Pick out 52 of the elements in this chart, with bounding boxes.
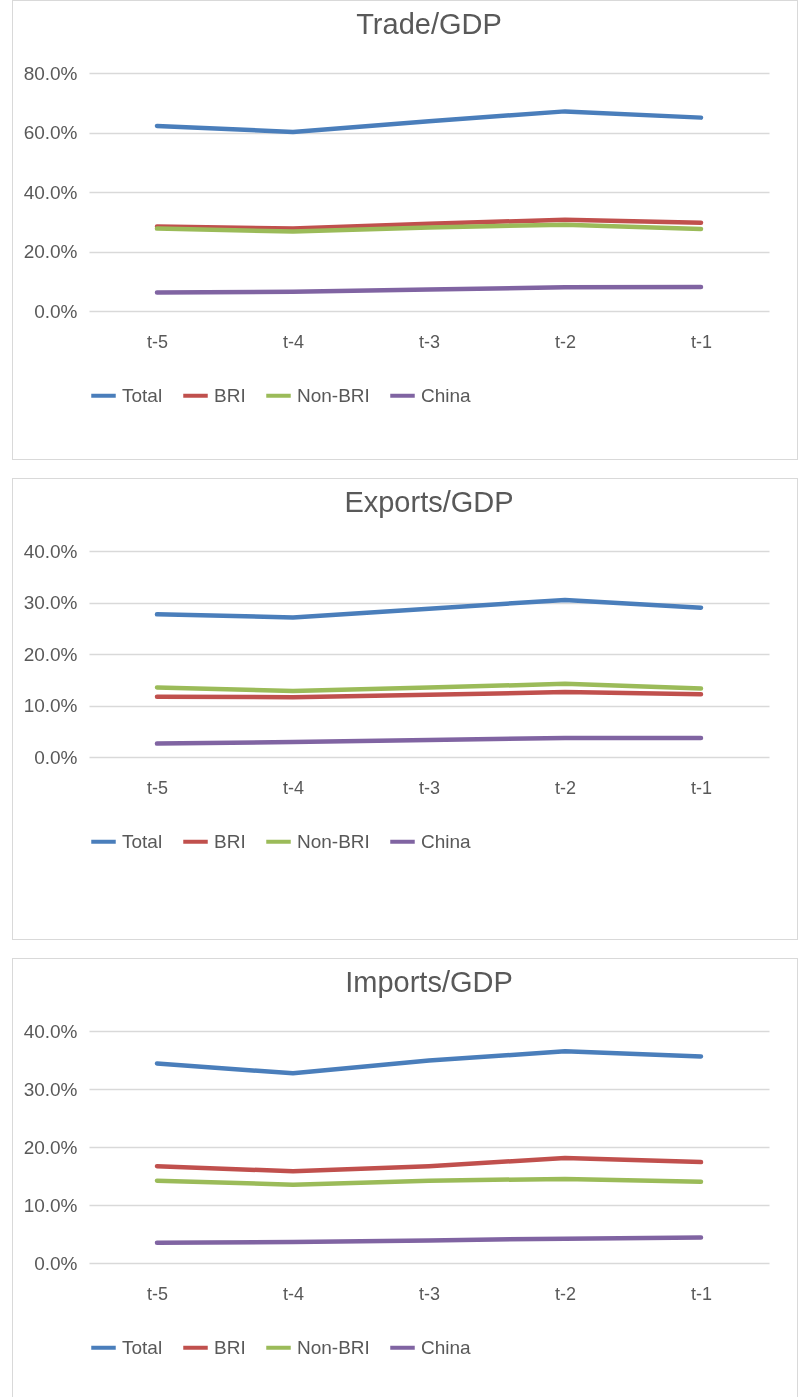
x-tick-label: t-2 bbox=[554, 331, 577, 352]
legend-label: Non-BRI bbox=[297, 1336, 370, 1358]
x-tick-label: t-4 bbox=[282, 1283, 305, 1304]
y-tick-label: 20.0% bbox=[23, 643, 78, 665]
legend-label: China bbox=[421, 1336, 472, 1358]
x-tick-label: t-3 bbox=[418, 1283, 441, 1304]
x-tick-label: t-4 bbox=[282, 331, 305, 352]
y-tick-label: 0.0% bbox=[34, 1252, 78, 1274]
line-series bbox=[154, 1049, 704, 1076]
x-tick-label: t-5 bbox=[146, 1283, 169, 1304]
y-tick-label: 30.0% bbox=[23, 1078, 78, 1100]
legend-label: Non-BRI bbox=[297, 384, 370, 406]
y-tick-label: 40.0% bbox=[23, 540, 78, 562]
line-series bbox=[154, 681, 704, 694]
y-tick-label: 20.0% bbox=[23, 241, 78, 262]
legend-label: Total bbox=[122, 384, 163, 406]
line-series bbox=[154, 217, 704, 231]
legend-label: China bbox=[421, 384, 472, 406]
y-tick-label: 0.0% bbox=[34, 746, 78, 768]
legend-label: BRI bbox=[214, 1336, 246, 1358]
chart-title: Imports/GDP bbox=[345, 966, 513, 998]
chart-title: Trade/GDP bbox=[356, 8, 502, 40]
legend-label: BRI bbox=[214, 384, 246, 406]
x-tick-label: t-5 bbox=[146, 331, 169, 352]
x-tick-label: t-3 bbox=[418, 331, 441, 352]
line-series bbox=[154, 109, 704, 135]
y-tick-label: 0.0% bbox=[34, 300, 78, 322]
x-tick-label: t-4 bbox=[282, 777, 305, 798]
y-tick-label: 40.0% bbox=[23, 181, 78, 203]
legend-label: Total bbox=[122, 830, 163, 852]
x-tick-label: t-2 bbox=[554, 1283, 577, 1304]
legend-label: Non-BRI bbox=[297, 830, 370, 852]
legend-label: BRI bbox=[214, 830, 246, 852]
legend-label: China bbox=[421, 830, 472, 852]
y-tick-label: 30.0% bbox=[23, 592, 78, 613]
x-tick-label: t-2 bbox=[554, 777, 577, 798]
x-tick-label: t-3 bbox=[418, 777, 441, 798]
chart-title: Exports/GDP bbox=[344, 486, 514, 518]
line-series bbox=[154, 222, 704, 234]
y-tick-label: 60.0% bbox=[23, 122, 78, 143]
y-tick-label: 80.0% bbox=[23, 62, 78, 84]
y-tick-label: 20.0% bbox=[23, 1136, 78, 1158]
line-series bbox=[154, 1155, 704, 1174]
y-tick-label: 40.0% bbox=[23, 1020, 78, 1042]
legend-label: Total bbox=[122, 1336, 163, 1358]
line-series bbox=[154, 597, 704, 620]
x-tick-label: t-1 bbox=[690, 331, 713, 352]
y-tick-label: 10.0% bbox=[23, 1194, 78, 1216]
x-tick-label: t-1 bbox=[690, 777, 713, 798]
x-tick-label: t-1 bbox=[690, 1283, 713, 1304]
y-tick-label: 10.0% bbox=[23, 695, 78, 716]
x-tick-label: t-5 bbox=[146, 777, 169, 798]
